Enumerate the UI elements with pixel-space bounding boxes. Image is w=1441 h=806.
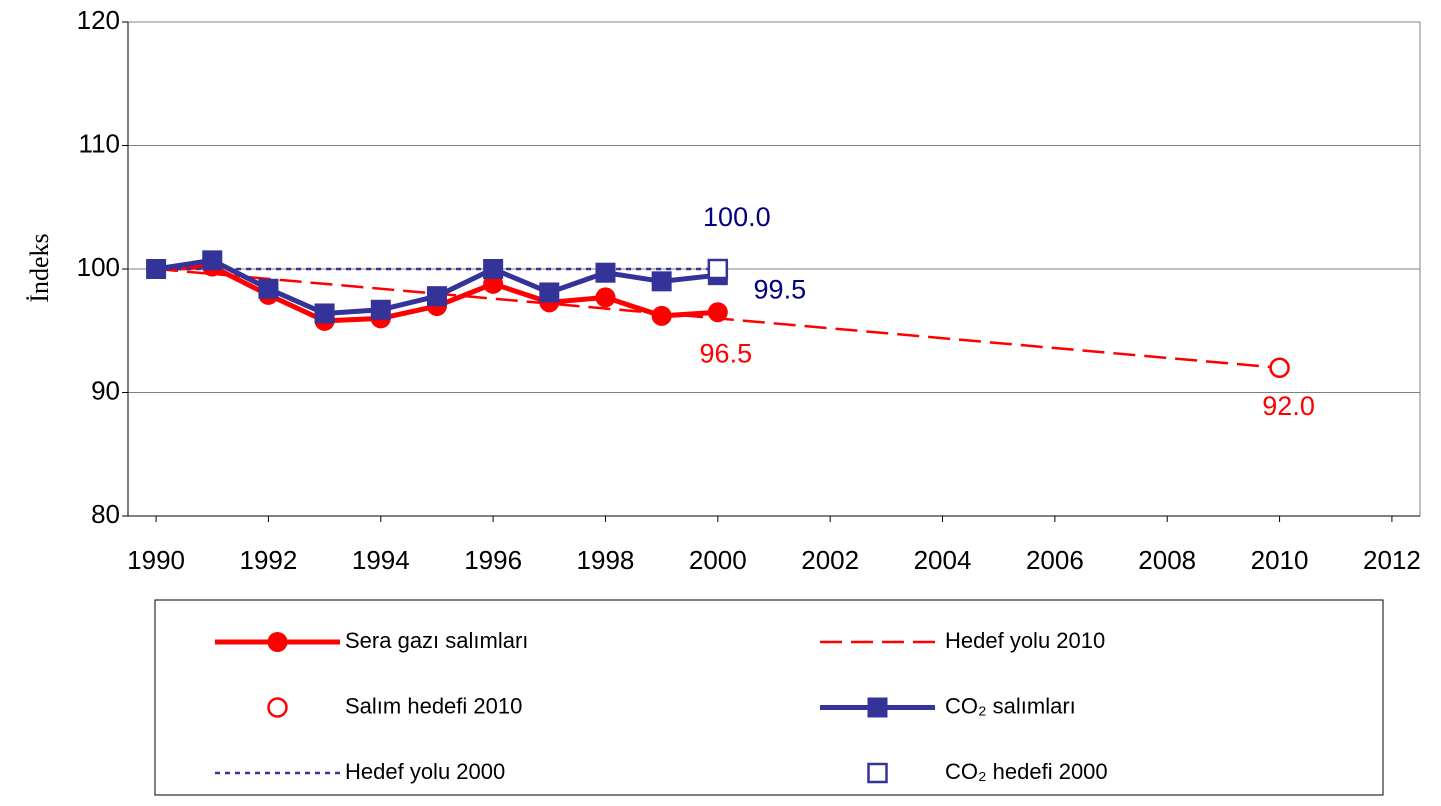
value-label: 96.5 — [700, 338, 753, 368]
x-tick-label: 1998 — [577, 545, 635, 575]
data-point — [483, 259, 504, 279]
y-tick-label: 90 — [91, 375, 120, 405]
x-tick-label: 1992 — [240, 545, 298, 575]
data-point — [258, 278, 279, 299]
y-tick-label: 80 — [91, 499, 120, 529]
x-tick-label: 1994 — [352, 545, 410, 575]
value-label: 99.5 — [754, 274, 807, 304]
data-point — [595, 262, 616, 283]
data-point — [370, 299, 391, 320]
x-tick-label: 2000 — [689, 545, 747, 575]
y-tick-label: 110 — [79, 128, 120, 158]
data-point — [1269, 357, 1290, 379]
data-point — [314, 303, 335, 324]
y-axis-label: İndeks — [25, 233, 54, 302]
legend-box — [154, 599, 1384, 796]
y-tick-label: 120 — [77, 5, 120, 35]
legend-marker — [867, 762, 888, 784]
data-point — [426, 286, 447, 307]
x-tick-label: 2010 — [1251, 545, 1309, 575]
data-point — [707, 302, 728, 323]
legend-label: Hedef yolu 2000 — [345, 759, 505, 784]
legend-label: CO₂ salımları — [945, 693, 1076, 718]
legend-label: Sera gazı salımları — [345, 628, 528, 653]
legend-marker — [267, 632, 288, 652]
data-point — [707, 258, 729, 280]
y-tick-label: 100 — [77, 252, 120, 282]
data-point — [202, 250, 223, 271]
value-label: 92.0 — [1262, 391, 1315, 421]
legend-label: CO₂ hedefi 2000 — [945, 759, 1108, 784]
data-point — [651, 271, 672, 292]
legend-label: Salım hedefi 2010 — [345, 693, 522, 718]
legend-marker — [267, 697, 288, 718]
x-tick-label: 2008 — [1138, 545, 1196, 575]
data-point — [595, 287, 616, 308]
data-point — [651, 305, 672, 326]
x-tick-label: 1996 — [464, 545, 522, 575]
data-point — [539, 282, 560, 303]
x-tick-label: 2012 — [1363, 545, 1421, 575]
data-point — [146, 259, 167, 279]
x-tick-label: 2004 — [914, 545, 972, 575]
x-tick-label: 2002 — [801, 545, 859, 575]
legend-label: Hedef yolu 2010 — [945, 628, 1105, 653]
value-label: 100.0 — [703, 202, 771, 232]
x-tick-label: 1990 — [127, 545, 185, 575]
legend-marker — [867, 697, 888, 718]
x-tick-label: 2006 — [1026, 545, 1084, 575]
